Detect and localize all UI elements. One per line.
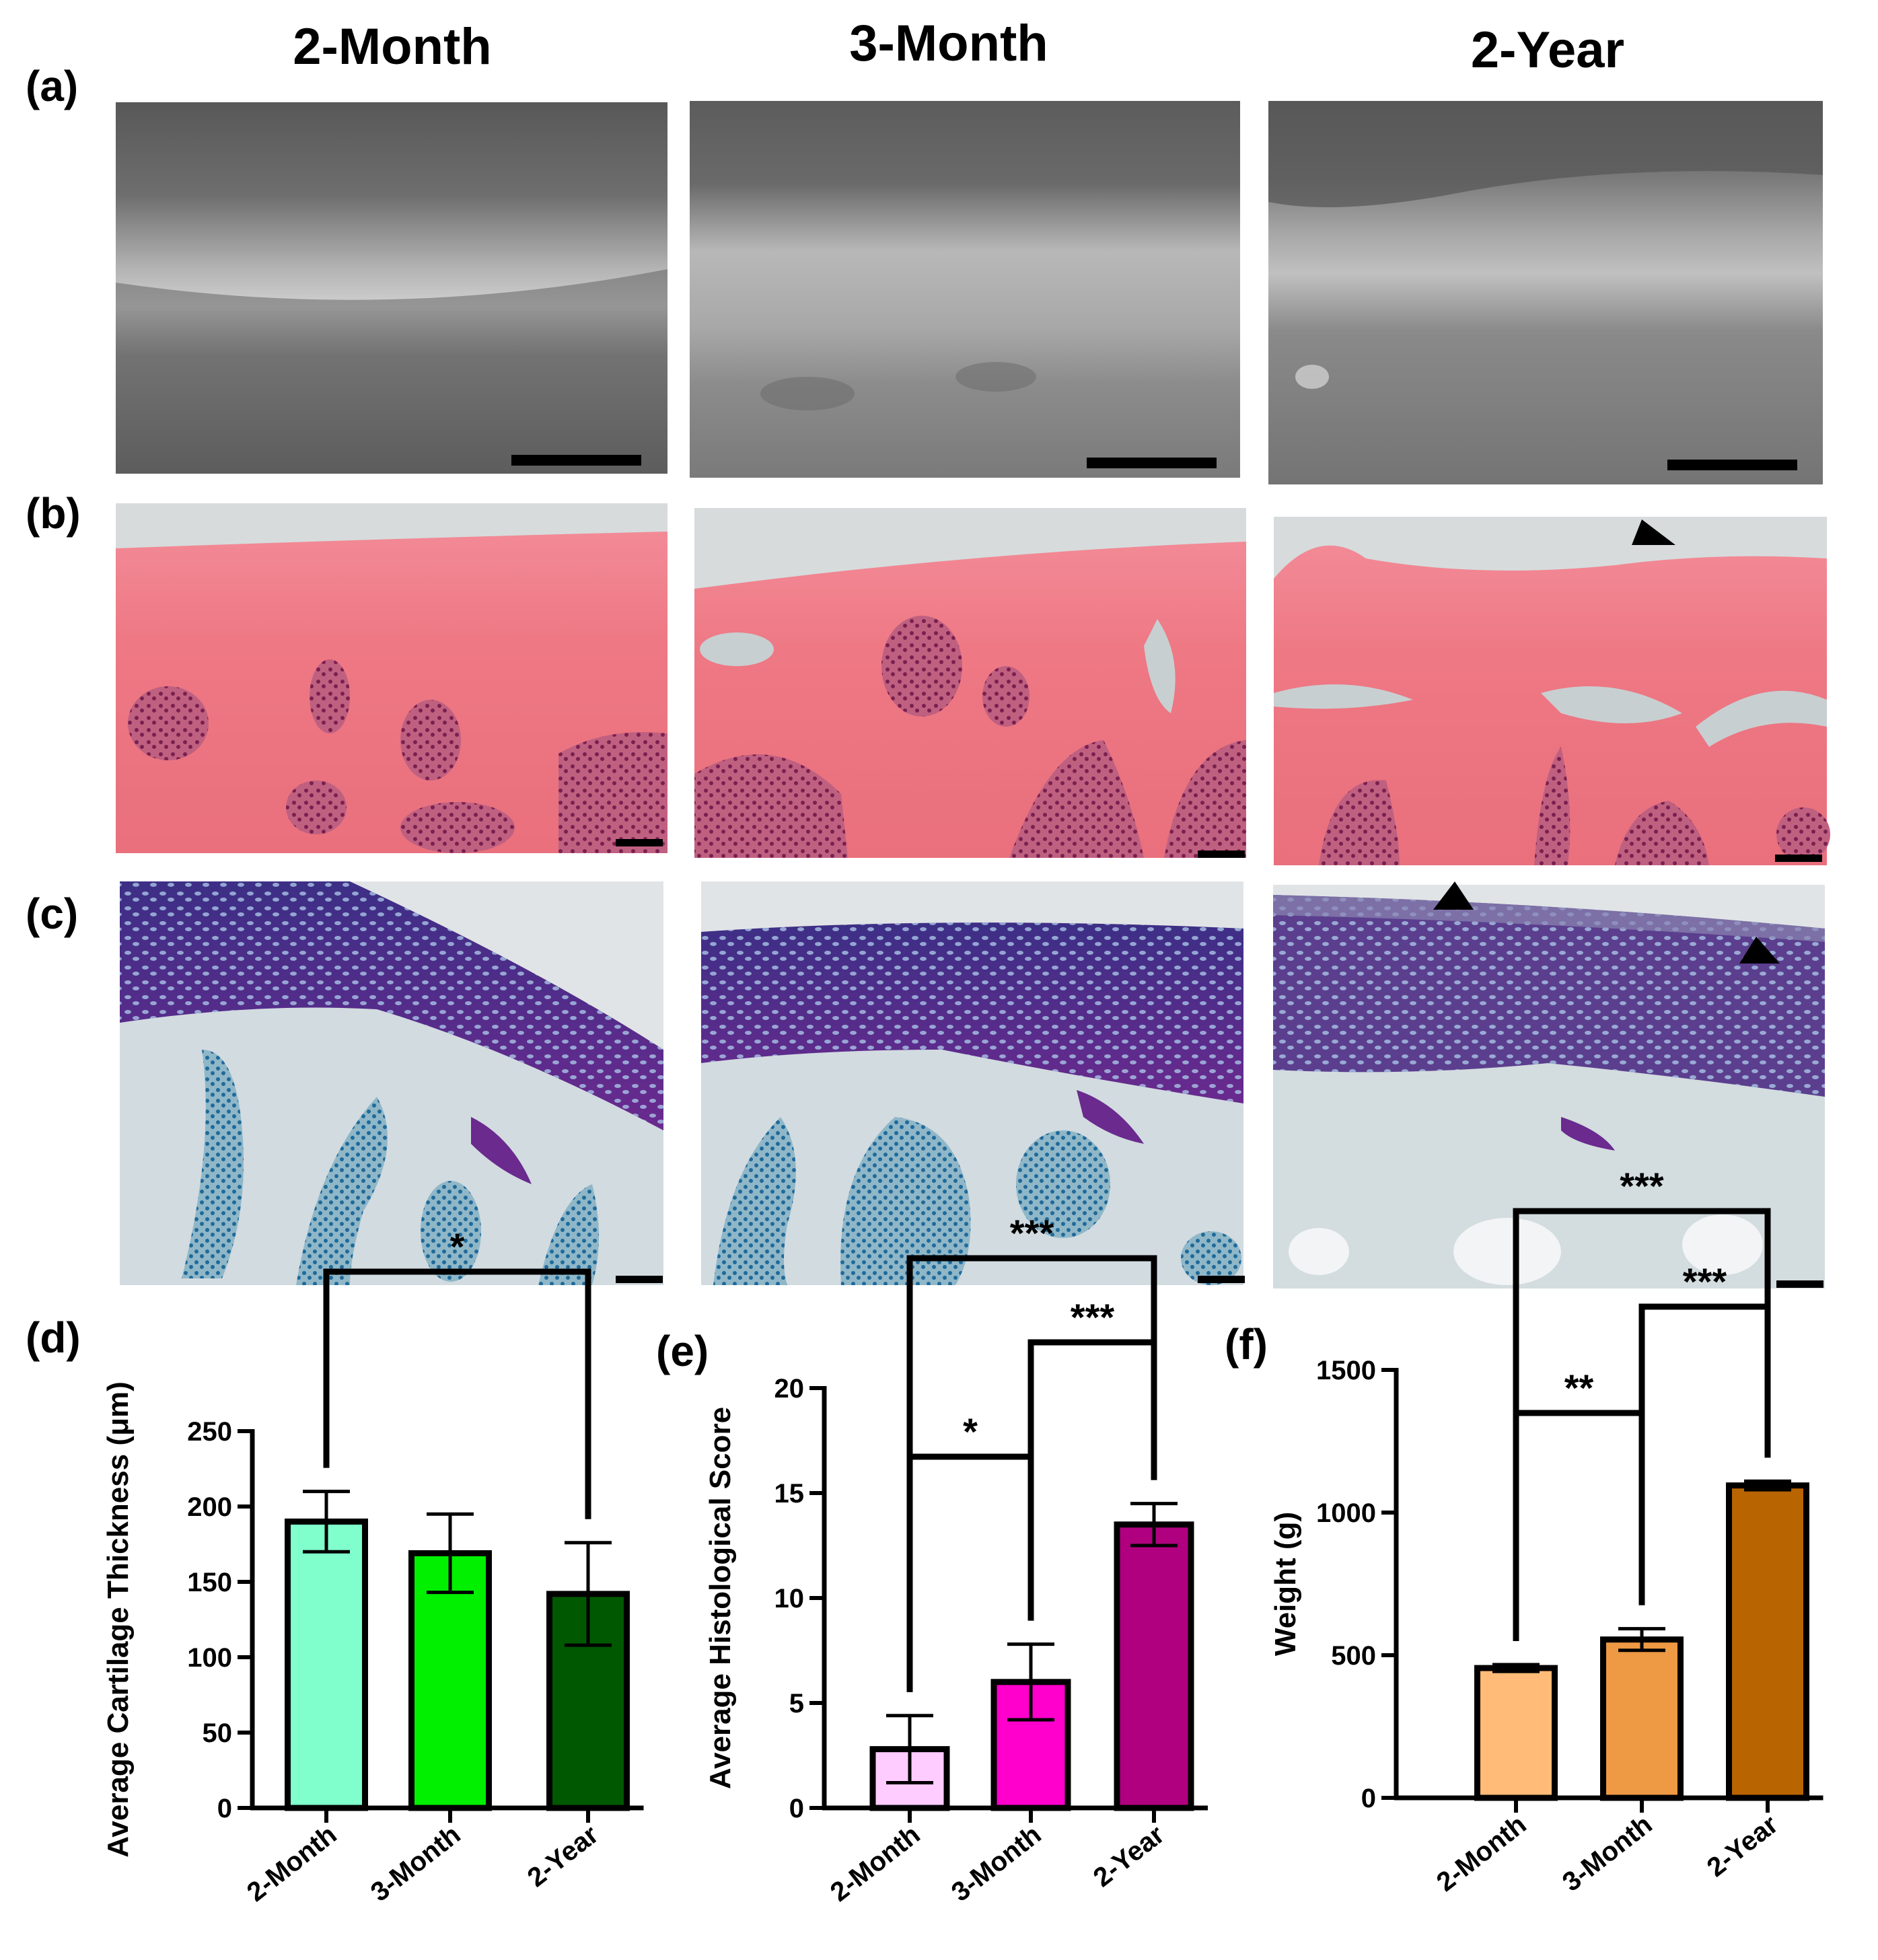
arrowhead-icon <box>1433 881 1474 910</box>
scale-bar <box>1198 850 1245 858</box>
significance-bracket <box>906 1453 1034 1692</box>
panel-label-c: (c) <box>26 890 78 938</box>
significance-label: *** <box>1010 1212 1054 1254</box>
scale-bar <box>616 1276 663 1283</box>
micrograph-b-2year <box>1274 517 1830 865</box>
y-tick-label: 5 <box>789 1689 804 1718</box>
scale-bar <box>1087 458 1217 468</box>
y-tick-label: 150 <box>187 1568 232 1597</box>
significance-label: *** <box>1620 1165 1664 1207</box>
y-tick-label: 0 <box>789 1794 804 1823</box>
chart-cartilage-thickness: 0 50 100 150 200 250 Average Cartilage Thickne… <box>102 1225 644 1908</box>
panel-label-f: (f) <box>1225 1320 1268 1369</box>
panel-label-b: (b) <box>26 489 81 538</box>
y-tick-label: 1000 <box>1316 1498 1376 1528</box>
bar <box>1114 1521 1194 1811</box>
x-tick-label: 2-Year <box>1088 1819 1170 1893</box>
significance-label: * <box>963 1410 978 1453</box>
panel-label-a: (a) <box>26 62 78 110</box>
bar <box>1726 1482 1809 1801</box>
x-tick-label: 3-Month <box>946 1819 1047 1907</box>
micrograph-c-2year <box>1273 881 1825 1288</box>
scale-bar <box>511 455 641 466</box>
y-tick-label: 250 <box>187 1417 232 1447</box>
y-tick-label: 20 <box>774 1374 805 1404</box>
micrograph-a-3month <box>690 101 1240 478</box>
panel-label-d: (d) <box>26 1313 81 1362</box>
micrograph-a-2year <box>1268 101 1823 484</box>
significance-bracket <box>1513 1410 1645 1641</box>
column-title-3: 2-Year <box>1471 22 1624 79</box>
scale-bar <box>1775 855 1822 862</box>
significance-bracket <box>906 1255 1157 1692</box>
bar <box>285 1518 368 1811</box>
micrograph-c-2month <box>120 881 663 1285</box>
bar <box>1600 1636 1684 1801</box>
x-tick-label: 3-Month <box>365 1819 466 1907</box>
y-tick-label: 10 <box>774 1584 805 1613</box>
micrograph-c-3month <box>701 881 1245 1285</box>
significance-label: *** <box>1683 1260 1727 1303</box>
y-tick-label: 200 <box>187 1492 232 1522</box>
x-tick-label: 2-Month <box>825 1819 926 1907</box>
significance-label: ** <box>1564 1367 1594 1409</box>
micrograph-a-2month <box>116 102 667 474</box>
column-title-1: 2-Month <box>293 18 491 75</box>
y-tick-label: 100 <box>187 1643 232 1673</box>
x-tick-label: 3-Month <box>1557 1809 1658 1897</box>
bar <box>408 1550 492 1811</box>
x-tick-label: 2-Year <box>1702 1809 1784 1883</box>
y-axis-title: Average Cartilage Thickness (μm) <box>102 1381 135 1858</box>
scale-bar <box>1667 460 1797 470</box>
y-axis-title: Average Histological Score <box>704 1407 737 1789</box>
y-tick-label: 15 <box>774 1479 805 1509</box>
x-tick-label: 2-Month <box>242 1819 342 1907</box>
arrowhead-icon <box>1739 937 1780 964</box>
y-axis-title: Weight (g) <box>1269 1512 1302 1656</box>
significance-bracket <box>323 1268 591 1519</box>
micrograph-b-3month <box>694 508 1246 858</box>
significance-bracket <box>1513 1208 1771 1641</box>
scale-bar <box>616 839 663 846</box>
y-tick-label: 0 <box>1361 1784 1376 1813</box>
x-tick-label: 2-Month <box>1431 1809 1532 1897</box>
y-tick-label: 1500 <box>1316 1356 1376 1385</box>
significance-label: * <box>450 1225 465 1268</box>
scale-bar <box>1776 1280 1823 1288</box>
panel-label-e: (e) <box>656 1327 709 1375</box>
significance-label: *** <box>1071 1296 1115 1338</box>
y-tick-label: 50 <box>203 1718 233 1748</box>
scale-bar <box>1198 1276 1245 1283</box>
chart-histological-score: 0 5 10 15 20 Average Histological Score 2-Mont… <box>704 1212 1208 1908</box>
y-tick-label: 0 <box>217 1794 232 1823</box>
column-title-2: 3-Month <box>849 15 1048 72</box>
arrowhead-icon <box>1632 519 1675 545</box>
micrograph-b-2month <box>116 503 667 853</box>
bar <box>1474 1665 1558 1801</box>
x-tick-label: 2-Year <box>522 1819 604 1893</box>
y-tick-label: 500 <box>1331 1641 1376 1671</box>
